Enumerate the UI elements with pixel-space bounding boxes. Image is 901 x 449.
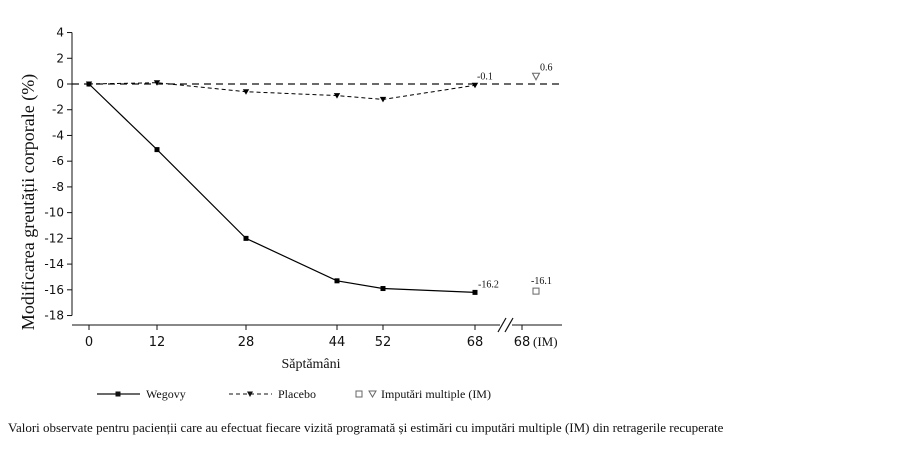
data-point-placebo [471, 82, 479, 89]
data-point-placebo [85, 81, 93, 87]
y-axis-label: Modificarea greutății corporale (%) [18, 74, 39, 330]
data-point-placebo [153, 80, 161, 86]
legend-label-placebo: Placebo [278, 387, 316, 401]
y-tick-label: -10 [44, 206, 64, 220]
imputation-marker-placebo [531, 72, 541, 81]
imputation-marker-wegovy [532, 287, 540, 295]
data-point-placebo [333, 93, 341, 99]
y-tick-label: -18 [44, 309, 64, 323]
x-tick-label: 12 [149, 335, 166, 350]
y-tick-label: 4 [56, 26, 64, 40]
data-point-wegovy [380, 286, 386, 292]
legend-marker-imputation-square [355, 390, 363, 398]
y-tick-label: 2 [56, 51, 64, 65]
axis-break-mark [504, 317, 514, 333]
y-tick-label: -14 [44, 257, 64, 271]
legend-label-imputation: Imputări multiple (IM) [381, 387, 491, 401]
x-tick-label: 28 [238, 335, 255, 350]
x-axis: 0 12 28 44 52 68 68 (IM) [72, 317, 562, 350]
value-annotation: -0.1 [477, 71, 493, 82]
value-annotation: -16.2 [478, 279, 499, 290]
data-annotations: -16.2 -0.1 -16.1 0.6 [477, 62, 553, 290]
data-point-wegovy [243, 235, 249, 241]
y-tick-label: -6 [52, 154, 64, 168]
data-point-placebo [242, 89, 250, 95]
axis-break-mark [497, 317, 507, 333]
data-point-wegovy [472, 289, 478, 295]
x-tick-label-im: (IM) [533, 334, 558, 349]
x-tick-label: 52 [375, 335, 392, 350]
data-point-wegovy [334, 278, 340, 284]
x-tick-label: 44 [329, 335, 346, 350]
value-annotation: 0.6 [540, 62, 553, 73]
y-tick-label: -4 [52, 128, 64, 142]
data-point-placebo [379, 96, 387, 103]
figure-caption: Valori observate pentru pacienții care a… [8, 420, 724, 435]
x-axis-label: Săptămâni [281, 357, 340, 372]
y-tick-label: -12 [44, 231, 64, 245]
y-axis: 4 2 0 -2 -4 -6 -8 -10 -12 -14 -16 -18 [44, 26, 73, 323]
legend-label-wegovy: Wegovy [146, 387, 186, 401]
x-tick-label: 0 [85, 335, 93, 350]
y-tick-label: -16 [44, 283, 64, 297]
y-tick-label: 0 [56, 77, 64, 91]
legend-marker-wegovy [115, 391, 121, 397]
legend: Wegovy Placebo Imputări multiple (IM) [97, 387, 491, 401]
series-layer [85, 80, 479, 295]
x-tick-label: 68 [514, 335, 531, 350]
series-line-wegovy [88, 83, 476, 293]
data-point-wegovy [154, 147, 160, 153]
value-annotation: -16.1 [531, 276, 552, 287]
series-line-placebo [88, 82, 476, 100]
x-tick-label: 68 [467, 335, 484, 350]
y-tick-label: -2 [52, 103, 64, 117]
imputation-markers [531, 72, 541, 295]
legend-marker-placebo [247, 391, 253, 397]
y-tick-label: -8 [52, 180, 64, 194]
legend-marker-imputation-triangle [368, 390, 377, 398]
